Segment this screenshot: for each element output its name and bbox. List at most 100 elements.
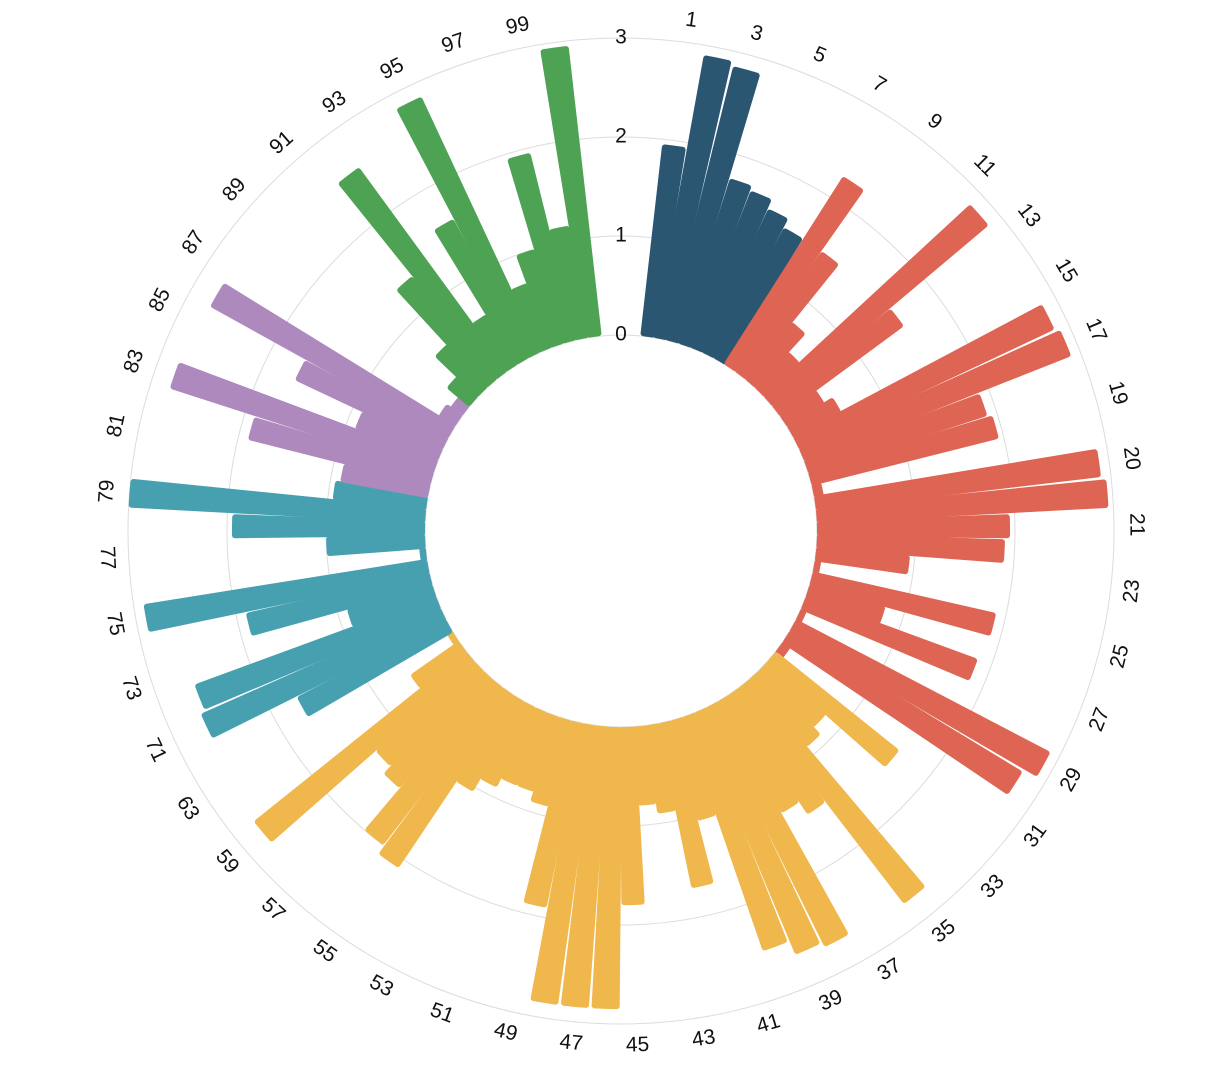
category-label: 13 bbox=[1013, 199, 1045, 232]
bar bbox=[379, 687, 514, 867]
grid-circle bbox=[127, 37, 1115, 1025]
bar bbox=[739, 679, 925, 903]
bar bbox=[799, 330, 1071, 461]
category-label: 93 bbox=[318, 86, 350, 118]
radial-tick-label: 0 bbox=[615, 323, 627, 346]
bar bbox=[745, 322, 805, 388]
bar bbox=[507, 153, 577, 344]
bar bbox=[694, 707, 820, 954]
bar bbox=[326, 533, 426, 557]
category-label: 43 bbox=[690, 1025, 717, 1051]
bar bbox=[645, 723, 676, 814]
bar bbox=[789, 620, 1050, 776]
bar bbox=[816, 533, 1005, 563]
category-label: 7 bbox=[869, 72, 891, 98]
bar bbox=[767, 652, 899, 767]
category-label: 85 bbox=[144, 284, 175, 315]
bar bbox=[201, 608, 446, 738]
category-label: 29 bbox=[1055, 764, 1086, 796]
bar bbox=[814, 449, 1101, 511]
category-label: 11 bbox=[969, 150, 1001, 182]
bar bbox=[735, 252, 838, 379]
bar bbox=[690, 191, 771, 353]
category-label: 41 bbox=[754, 1009, 783, 1038]
bar bbox=[549, 226, 589, 341]
bar bbox=[804, 394, 987, 473]
category-label: 55 bbox=[309, 935, 341, 967]
bar bbox=[480, 701, 536, 787]
bar bbox=[231, 514, 426, 539]
category-label: 95 bbox=[376, 53, 407, 84]
category-label: 5 bbox=[810, 42, 830, 68]
category-label: 1 bbox=[684, 8, 699, 32]
category-label: 20 bbox=[1119, 445, 1145, 471]
bar bbox=[530, 717, 572, 807]
bar bbox=[793, 305, 1054, 450]
bar bbox=[435, 345, 487, 397]
bar bbox=[447, 631, 459, 646]
bar bbox=[297, 620, 453, 717]
bar bbox=[376, 662, 484, 766]
bar bbox=[540, 46, 602, 338]
bar bbox=[632, 725, 657, 806]
bar bbox=[246, 571, 433, 636]
bar bbox=[143, 559, 430, 632]
category-label: 63 bbox=[172, 792, 204, 824]
category-label: 33 bbox=[976, 870, 1009, 903]
bar bbox=[811, 481, 824, 498]
bar bbox=[447, 376, 478, 406]
category-label: 35 bbox=[927, 915, 960, 948]
bar bbox=[658, 720, 714, 888]
category-label: 87 bbox=[177, 226, 209, 258]
category-label: 51 bbox=[427, 998, 457, 1028]
category-label: 75 bbox=[102, 610, 129, 637]
bar bbox=[758, 662, 826, 727]
radial-tick-label: 2 bbox=[615, 125, 627, 148]
bar bbox=[384, 671, 493, 788]
category-label: 31 bbox=[1019, 819, 1051, 851]
bar bbox=[808, 416, 999, 486]
bar bbox=[713, 228, 802, 365]
bar bbox=[619, 726, 645, 906]
category-label: 47 bbox=[559, 1030, 584, 1055]
bar bbox=[347, 584, 437, 627]
category-label: 21 bbox=[1125, 513, 1148, 537]
category-label: 15 bbox=[1051, 255, 1083, 287]
bar bbox=[809, 571, 996, 636]
bar bbox=[702, 209, 788, 358]
bar bbox=[815, 546, 910, 575]
bar bbox=[561, 725, 610, 1008]
grid-circle bbox=[226, 136, 1016, 926]
category-label: 71 bbox=[141, 735, 172, 766]
category-label: 79 bbox=[94, 479, 119, 504]
category-label: 27 bbox=[1084, 704, 1114, 734]
bar bbox=[796, 608, 807, 624]
category-label: 83 bbox=[119, 346, 148, 376]
category-label: 25 bbox=[1106, 642, 1134, 670]
bar bbox=[787, 398, 841, 438]
category-label: 3 bbox=[748, 21, 765, 46]
bar bbox=[682, 712, 787, 951]
category-label: 45 bbox=[626, 1033, 650, 1057]
bar bbox=[812, 559, 822, 575]
bar bbox=[764, 205, 988, 406]
bar bbox=[749, 671, 820, 747]
bar bbox=[816, 514, 1011, 539]
bar bbox=[248, 417, 434, 486]
category-label: 17 bbox=[1081, 315, 1111, 345]
bar bbox=[434, 219, 529, 365]
bar bbox=[457, 695, 525, 791]
category-label: 19 bbox=[1104, 379, 1132, 408]
category-label: 91 bbox=[265, 126, 298, 159]
bar bbox=[472, 314, 518, 372]
grid-circle bbox=[424, 334, 818, 728]
bar bbox=[665, 66, 760, 344]
bar bbox=[450, 397, 470, 416]
bar bbox=[706, 701, 848, 947]
bar bbox=[653, 55, 732, 341]
bar bbox=[397, 97, 540, 358]
bar bbox=[780, 390, 824, 427]
bar bbox=[195, 596, 441, 709]
bar bbox=[211, 283, 455, 438]
bar bbox=[670, 717, 716, 821]
